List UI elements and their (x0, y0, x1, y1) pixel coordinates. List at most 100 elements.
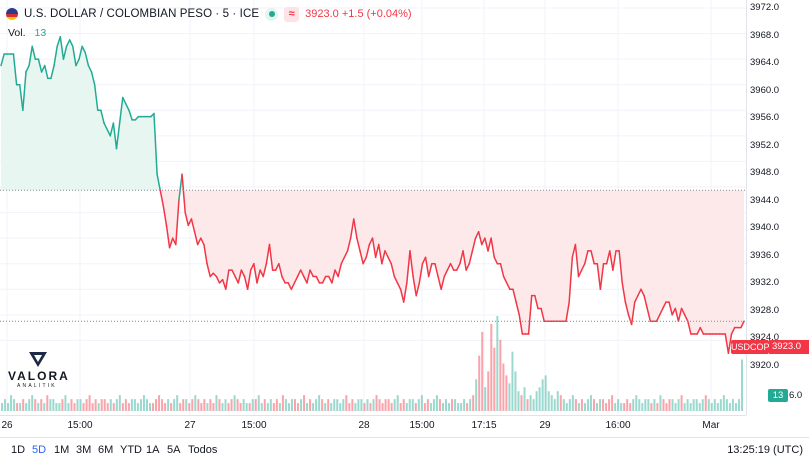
price-line-segment (159, 189, 165, 207)
volume-bar (266, 403, 269, 411)
price-line-segment (75, 58, 80, 67)
price-line-segment (518, 314, 524, 335)
volume-bar (70, 399, 73, 411)
price-line-segment (321, 275, 327, 284)
range-5d-button[interactable]: 5D (32, 444, 47, 456)
range-6m-button[interactable]: 6M (98, 444, 114, 456)
time-axis[interactable]: 26 15:00 27 15:00 28 15:00 17:15 29 16:0… (0, 415, 746, 437)
price-line-segment (362, 256, 368, 265)
price-line-segment (599, 262, 605, 291)
range-ytd-button[interactable]: YTD (120, 444, 142, 456)
symbol-title[interactable]: U.S. DOLLAR / COLOMBIAN PESO · 5 · ICE (24, 8, 260, 20)
volume-bar (303, 395, 306, 411)
volume-bar (124, 399, 127, 411)
volume-bar (67, 403, 70, 411)
range-all-button[interactable]: Todos (188, 444, 218, 456)
volume-bar (185, 399, 188, 411)
logo-wordmark: VALORA (8, 369, 70, 383)
volume-bar (142, 395, 145, 411)
volume-bar (82, 403, 85, 411)
range-5a-button[interactable]: 5A (167, 444, 181, 456)
volume-bar (490, 323, 493, 411)
price-line-segment (90, 71, 96, 86)
utc-clock[interactable]: 13:25:19 (UTC) (727, 444, 803, 456)
volume-bar (605, 403, 608, 411)
price-line-segment (612, 250, 617, 271)
volume-bar (312, 403, 315, 411)
volume-bar (448, 403, 451, 411)
volume-bar (432, 399, 435, 411)
approx-icon[interactable]: ≈ (284, 6, 300, 22)
price-line-segment (393, 275, 399, 284)
range-3m-button[interactable]: 3M (76, 444, 92, 456)
volume-bar (22, 399, 25, 411)
range-1m-button[interactable]: 1M (54, 444, 70, 456)
price-line-segment (459, 250, 464, 265)
price-line-segment (384, 250, 389, 259)
volume-bar (164, 403, 167, 411)
volume-bar (88, 395, 91, 411)
volume-bar (417, 399, 420, 411)
volume-legend[interactable]: Vol. 13 (8, 27, 46, 39)
range-toolbar: 1D 5D 1M 3M 6M YTD 1A 5A Todos 13:25:19 … (0, 437, 809, 465)
price-line-segment (371, 237, 377, 259)
price-axis[interactable]: 3972.0 3968.0 3964.0 3960.0 3956.0 3952.… (746, 0, 809, 415)
price-line-segment (502, 275, 508, 284)
price-line-segment (165, 224, 171, 249)
price-line-segment (53, 45, 58, 67)
price-line-segment (337, 262, 343, 278)
price-line-segment (315, 275, 321, 284)
price-chart[interactable] (0, 0, 746, 415)
price-line-segment (78, 45, 83, 60)
volume-bar (547, 391, 550, 411)
price-line-segment (293, 275, 299, 284)
range-1d-button[interactable]: 1D (11, 444, 26, 456)
price-line-segment (424, 256, 430, 278)
volume-bar (674, 403, 677, 411)
price-line-segment (574, 243, 580, 278)
price-line-segment (31, 45, 37, 60)
price-line-segment (268, 243, 274, 271)
price-tick: 3972.0 (750, 2, 780, 13)
volume-bar (632, 399, 635, 411)
volume-bar (176, 395, 179, 411)
volume-bar (553, 399, 556, 411)
price-line-segment (427, 262, 433, 278)
price-line-segment (727, 333, 733, 354)
volume-bar (306, 403, 309, 411)
volume-bar (454, 399, 457, 411)
valora-logo: VALORA ANALITIK (8, 352, 74, 392)
volume-bar (269, 399, 272, 411)
volume-bar (484, 387, 487, 411)
volume-bar (55, 403, 58, 411)
price-line-segment (677, 307, 683, 322)
volume-bar (692, 399, 695, 411)
volume-bar (580, 399, 583, 411)
volume-bar (148, 403, 152, 411)
price-line-segment (93, 83, 99, 112)
price-line-segment (190, 218, 196, 233)
time-tick: 17:15 (471, 420, 497, 431)
price-line-segment (655, 314, 661, 322)
range-1a-button[interactable]: 1A (146, 444, 160, 456)
green-dot-icon[interactable] (265, 7, 279, 21)
time-tick: 29 (539, 420, 551, 431)
volume-bar (224, 399, 227, 411)
price-line-segment (462, 250, 467, 271)
volume-bar (435, 395, 438, 411)
price-line-segment (740, 320, 745, 329)
volume-bar (414, 403, 417, 411)
price-line-segment (265, 243, 271, 265)
price-line-segment (62, 45, 68, 60)
volume-bar (209, 399, 212, 411)
price-line-segment (274, 262, 280, 271)
chart-legend: U.S. DOLLAR / COLOMBIAN PESO · 5 · ICE ≈… (6, 6, 412, 22)
price-line-segment (640, 288, 645, 297)
price-line-segment (118, 96, 124, 124)
volume-bar (502, 363, 505, 411)
price-line-segment (37, 58, 43, 73)
volume-bar (475, 379, 478, 411)
price-line-segment (237, 269, 243, 284)
volume-bar (481, 331, 484, 411)
volume-bar (701, 399, 704, 411)
